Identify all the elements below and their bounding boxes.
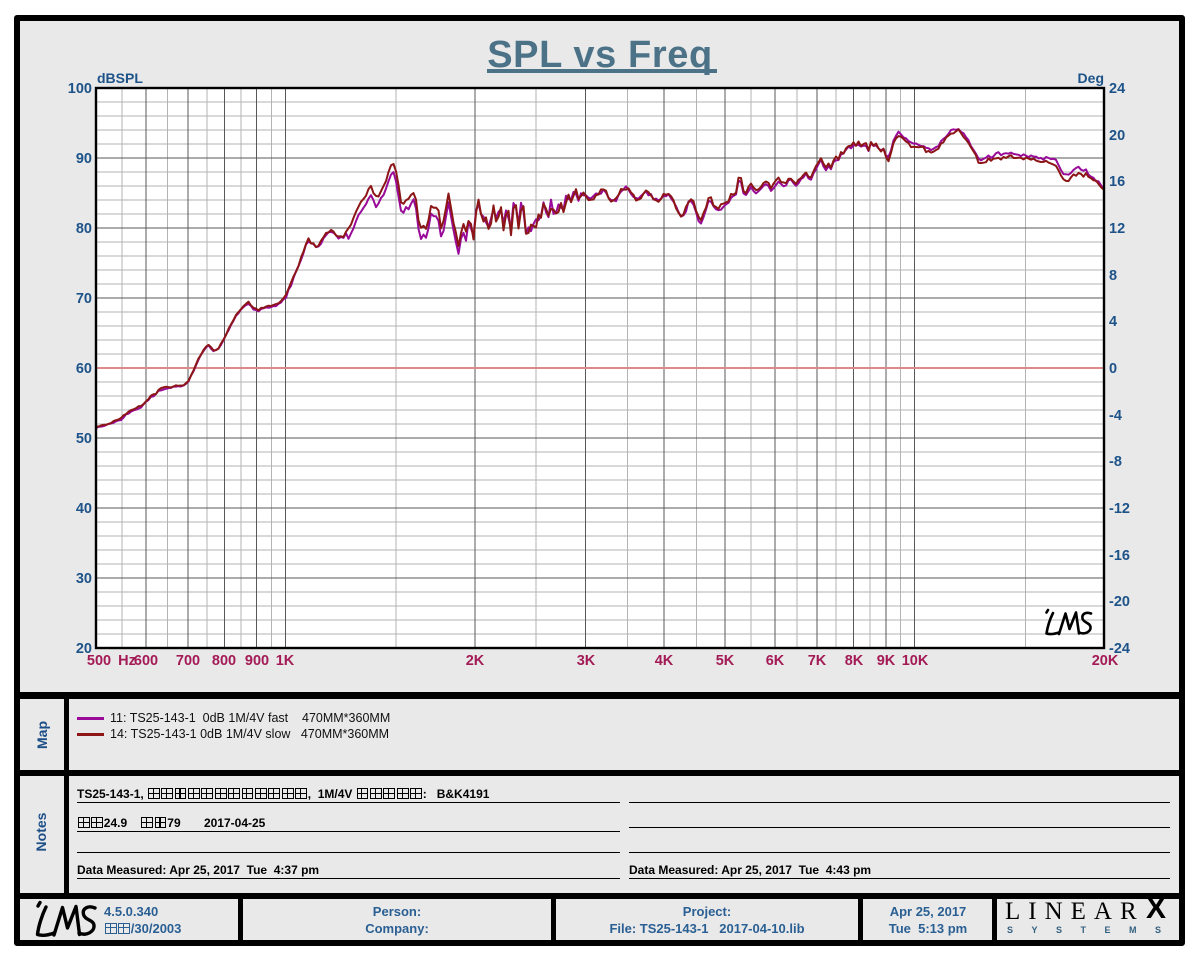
svg-text:800: 800 xyxy=(212,653,236,669)
svg-text:-20: -20 xyxy=(1109,594,1130,610)
svg-text:9K: 9K xyxy=(877,653,896,669)
svg-text:600: 600 xyxy=(134,653,158,669)
svg-text:3K: 3K xyxy=(577,653,596,669)
svg-text:20: 20 xyxy=(76,641,92,657)
svg-text:10K: 10K xyxy=(902,653,929,669)
svg-text:-4: -4 xyxy=(1109,408,1122,424)
svg-text:2K: 2K xyxy=(466,653,485,669)
svg-text:6K: 6K xyxy=(766,653,785,669)
svg-text:20K: 20K xyxy=(1092,653,1119,669)
svg-text:100: 100 xyxy=(68,81,92,97)
svg-text:8K: 8K xyxy=(845,653,864,669)
svg-text:40: 40 xyxy=(76,501,92,517)
svg-text:dBSPL: dBSPL xyxy=(97,70,143,86)
svg-text:8: 8 xyxy=(1109,268,1117,284)
svg-text:90: 90 xyxy=(76,151,92,167)
svg-text:700: 700 xyxy=(176,653,200,669)
svg-text:7K: 7K xyxy=(808,653,827,669)
svg-text:-16: -16 xyxy=(1109,548,1130,564)
svg-text:70: 70 xyxy=(76,291,92,307)
svg-text:20: 20 xyxy=(1109,128,1125,144)
svg-text:60: 60 xyxy=(76,361,92,377)
svg-text:4K: 4K xyxy=(655,653,674,669)
svg-text:4: 4 xyxy=(1109,314,1117,330)
svg-text:-8: -8 xyxy=(1109,454,1122,470)
svg-text:24: 24 xyxy=(1109,81,1125,97)
svg-text:-24: -24 xyxy=(1109,641,1130,657)
svg-text:500: 500 xyxy=(87,653,111,669)
svg-text:Deg: Deg xyxy=(1078,70,1104,86)
svg-text:900: 900 xyxy=(245,653,269,669)
svg-text:-12: -12 xyxy=(1109,501,1130,517)
svg-text:0: 0 xyxy=(1109,361,1117,377)
svg-text:12: 12 xyxy=(1109,221,1125,237)
svg-text:1K: 1K xyxy=(276,653,295,669)
svg-text:5K: 5K xyxy=(716,653,735,669)
svg-text:Hz: Hz xyxy=(118,653,136,669)
svg-text:50: 50 xyxy=(76,431,92,447)
svg-text:30: 30 xyxy=(76,571,92,587)
svg-text:16: 16 xyxy=(1109,174,1125,190)
svg-text:80: 80 xyxy=(76,221,92,237)
